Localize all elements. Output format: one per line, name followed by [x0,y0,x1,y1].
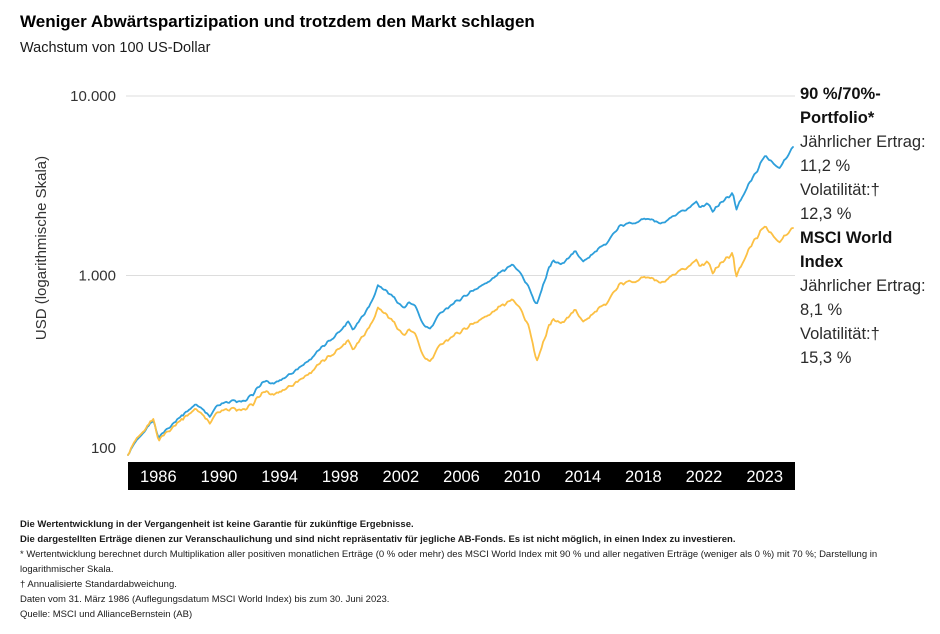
legend-item-msci: MSCI World Index Jährlicher Ertrag: 8,1 … [800,226,936,370]
chart-legend: 90 %/70%-Portfolio* Jährlicher Ertrag: 1… [800,82,936,370]
x-tick-label-2010: 2010 [504,468,541,486]
legend-portfolio-return: Jährlicher Ertrag: 11,2 % [800,133,926,175]
x-tick-label-2014: 2014 [564,468,601,486]
growth-line-chart: 10.000 1.000 100 USD (logarithmische Ska… [33,88,795,490]
footnote-line: † Annualisierte Standardabweichung. [20,579,177,590]
x-axis-labels: 1986 1990 1994 1998 2002 2006 2010 2014 2018 2022… [140,468,783,486]
x-tick-label-1986: 1986 [140,468,177,486]
footnote-line: Quelle: MSCI und AllianceBernstein (AB) [20,609,193,620]
legend-msci-return: Jährlicher Ertrag: 8,1 % [800,277,926,319]
legend-portfolio-name: 90 %/70%-Portfolio* [800,85,881,127]
portfolio-90-70-line [127,146,794,456]
legend-portfolio-vol-value: 12,3 % [800,205,852,223]
legend-item-portfolio: 90 %/70%-Portfolio* Jährlicher Ertrag: 1… [800,82,936,226]
x-tick-label-1990: 1990 [201,468,238,486]
legend-portfolio-vol-label: Volatilität:† [800,181,880,199]
y-axis-label: USD (logarithmische Skala) [33,156,50,340]
y-tick-label-10000: 10.000 [70,88,116,105]
y-tick-label-100: 100 [91,440,116,457]
x-axis-band [128,462,795,490]
footnote-line: Daten vom 31. März 1986 (Auflegungsdatum… [20,594,390,605]
legend-msci-vol-value: 15,3 % [800,349,852,367]
x-tick-label-2023: 2023 [746,468,783,486]
x-tick-label-1998: 1998 [322,468,359,486]
footnote-line: Die Wertentwicklung in der Vergangenheit… [20,519,414,530]
legend-msci-vol-label: Volatilität:† [800,325,880,343]
x-tick-label-1994: 1994 [261,468,298,486]
footnote-line: Die dargestellten Erträge dienen zur Ver… [20,534,736,545]
msci-world-line [127,225,794,456]
page-title: Weniger Abwärtspartizipation und trotzde… [20,12,535,31]
x-tick-label-2006: 2006 [443,468,480,486]
page-subtitle: Wachstum von 100 US-Dollar [20,40,211,56]
x-tick-label-2002: 2002 [383,468,420,486]
legend-msci-name: MSCI World Index [800,229,893,271]
x-tick-label-2022: 2022 [686,468,723,486]
y-tick-label-1000: 1.000 [78,268,116,285]
footnote-line: * Wertentwicklung berechnet durch Multip… [20,549,878,575]
footnotes-block: Die Wertentwicklung in der Vergangenheit… [20,517,926,622]
x-tick-label-2018: 2018 [625,468,662,486]
